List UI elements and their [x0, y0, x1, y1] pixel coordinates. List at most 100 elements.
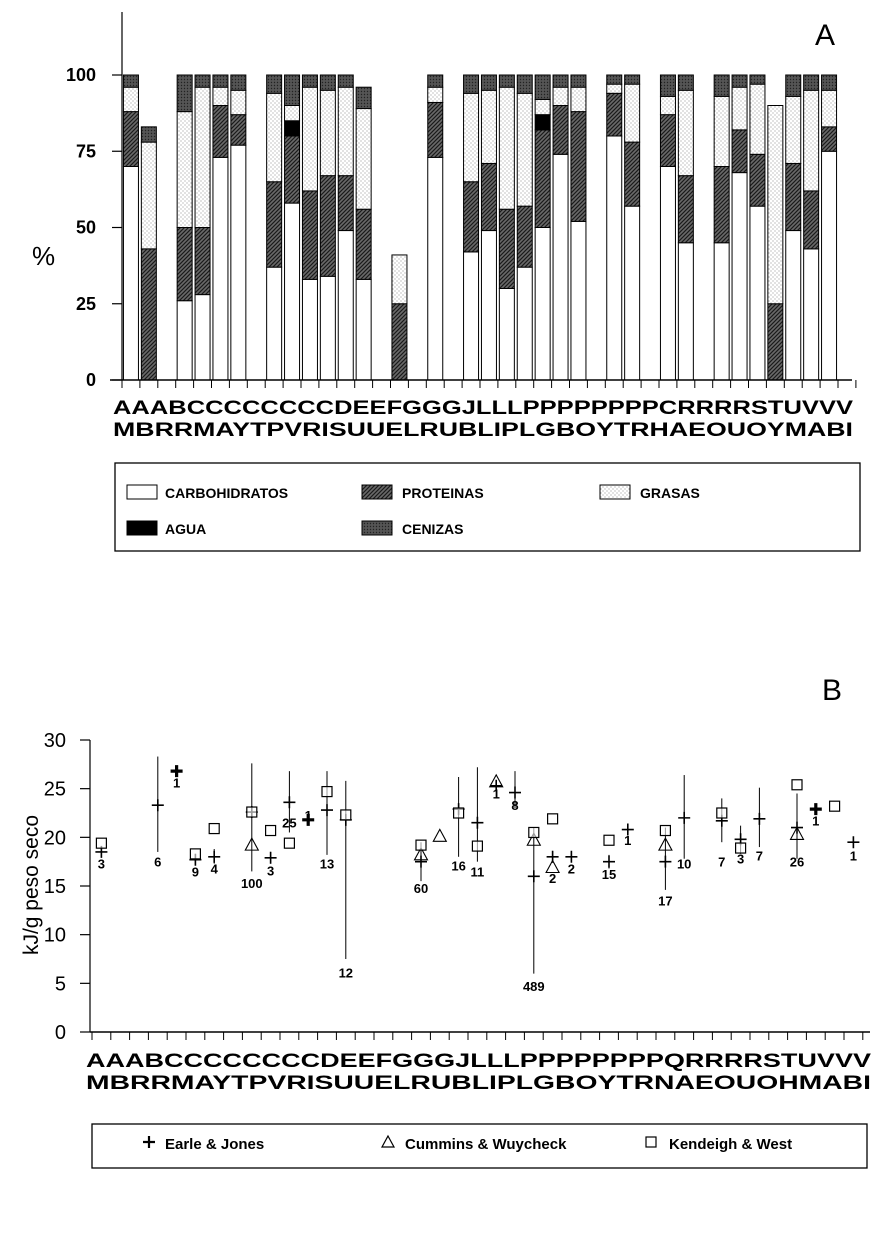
bar-segment-grasas — [552, 86, 569, 106]
panel-b-chart: B kJ/g peso seco 0 5 10 15 20 25 30 3 6 1 9 4 100 3 2… — [20, 674, 871, 1169]
bar-segment-proteinas — [301, 190, 318, 280]
point-kendeigh-west — [546, 813, 559, 825]
bar-segment-carbohidratos — [606, 135, 623, 381]
bar-segment-proteinas — [427, 101, 444, 158]
bar-segment-grasas — [767, 105, 784, 305]
bar-segment-cenizas — [624, 74, 641, 85]
sample-size-label: 13 — [320, 856, 334, 871]
legend-proteinas: PROTEINAS — [402, 485, 484, 501]
bar-EU — [355, 86, 372, 381]
sample-size-label: 100 — [241, 876, 263, 891]
sample-size-label: 1 — [850, 849, 857, 864]
point-kendeigh-west — [716, 807, 728, 819]
legend-agua: AGUA — [165, 521, 206, 537]
bar-segment-carbohidratos — [212, 156, 229, 381]
bar-segment-grasas — [677, 89, 694, 177]
sample-size-label: 2 — [568, 861, 575, 876]
point-kendeigh-west — [415, 839, 427, 851]
point-cummins-wuycheck — [488, 773, 504, 788]
panel-a-chart: A % 0 25 50 75 100 AAABCCCCCCCCDEEFGGGJLLLPP… — [32, 12, 861, 552]
bar-CH — [659, 74, 676, 381]
sample-size-label: 3 — [98, 856, 105, 871]
bar-segment-grasas — [624, 83, 641, 143]
bar-segment-proteinas — [355, 208, 372, 280]
bar-segment-grasas — [140, 141, 157, 250]
panel-a-y-tick-label: 100 — [66, 65, 96, 85]
bar-segment-carbohidratos — [337, 230, 354, 381]
legend-swatch-agua — [126, 520, 158, 536]
bar-PG — [552, 74, 569, 381]
point-kendeigh-west — [471, 840, 483, 852]
panel-a-y-tick-label: 0 — [86, 370, 96, 390]
bar-segment-grasas — [355, 108, 372, 210]
bar-RO — [713, 74, 730, 381]
legend-marker-cummins — [380, 1134, 396, 1148]
bar-segment-carbohidratos — [516, 266, 533, 381]
point-earle-jones — [321, 804, 333, 817]
bar-segment-grasas — [463, 92, 480, 183]
bar-segment-carbohidratos — [570, 220, 587, 381]
panel-a-x-labels-bottom: MBRRMAYTPVRISUUELRUBLIPLGBOYTRHAEOUOYMAB… — [113, 420, 853, 441]
bar-segment-carbohidratos — [677, 242, 694, 381]
bar-segment-cenizas — [480, 74, 497, 91]
point-cummins-wuycheck — [526, 832, 542, 846]
bar-segment-grasas — [194, 86, 211, 228]
point-earle-jones — [527, 870, 540, 883]
bar-segment-cenizas — [122, 74, 139, 88]
sample-size-label: 8 — [511, 798, 518, 813]
legend-kendeigh: Kendeigh & West — [669, 1136, 792, 1153]
point-earle-jones — [621, 823, 634, 836]
sample-size-label: 60 — [414, 881, 428, 896]
bar-segment-carbohidratos — [176, 300, 193, 381]
bar-RA — [677, 74, 694, 381]
point-kendeigh-west — [528, 826, 540, 839]
panel-b-letter: B — [822, 674, 842, 707]
bar-TO — [749, 74, 766, 381]
bar-PL — [534, 74, 551, 381]
bar-segment-proteinas — [319, 175, 336, 277]
bar-segment-cenizas — [337, 74, 354, 88]
point-cummins-wuycheck — [789, 826, 805, 840]
bar-segment-proteinas — [212, 105, 229, 158]
bar-CV — [284, 74, 301, 381]
point-earle-jones — [659, 855, 672, 868]
bar-GR — [427, 74, 444, 381]
bar-UY — [767, 105, 784, 381]
bar-segment-cenizas — [659, 74, 676, 97]
bar-segment-proteinas — [194, 227, 211, 296]
sample-size-label: 3 — [267, 863, 274, 878]
legend-cenizas: CENIZAS — [402, 521, 463, 537]
point-earle-jones — [753, 812, 766, 825]
sample-size-label: 4 — [211, 861, 219, 876]
point-earle-jones — [170, 765, 183, 778]
point-cummins-wuycheck — [244, 836, 260, 851]
point-earle-jones — [471, 816, 484, 829]
bar-segment-agua — [534, 114, 551, 131]
bar-segment-proteinas — [266, 181, 283, 268]
panel-a-y-tick-label: 25 — [76, 294, 96, 314]
bar-segment-cenizas — [301, 74, 318, 88]
bar-PY — [606, 74, 623, 381]
point-kendeigh-west — [603, 834, 615, 846]
bar-segment-cenizas — [516, 74, 533, 94]
point-kendeigh-west — [828, 800, 841, 812]
sample-size-label: 17 — [658, 893, 672, 908]
point-cummins-wuycheck — [413, 846, 429, 861]
bar-segment-cenizas — [463, 74, 480, 94]
panel-a-y-axis-label: % — [32, 241, 55, 271]
point-kendeigh-west — [734, 842, 747, 854]
bar-segment-cenizas — [140, 126, 157, 143]
panel-b-y-tick-label: 25 — [44, 779, 66, 801]
sample-size-label: 7 — [718, 855, 725, 870]
bar-VA — [803, 74, 820, 381]
point-earle-jones — [603, 855, 615, 868]
bar-segment-cenizas — [266, 74, 283, 94]
bar-segment-grasas — [122, 86, 139, 113]
point-kendeigh-west — [659, 824, 672, 837]
bar-segment-carbohidratos — [319, 275, 336, 381]
bar-segment-proteinas — [516, 205, 533, 268]
bar-segment-grasas — [391, 254, 408, 305]
sample-size-label: 12 — [339, 965, 353, 980]
bar-segment-grasas — [176, 111, 193, 228]
panel-b-y-tick-label: 30 — [44, 730, 66, 752]
